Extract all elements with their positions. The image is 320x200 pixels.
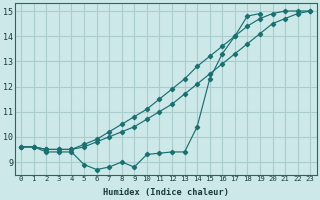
X-axis label: Humidex (Indice chaleur): Humidex (Indice chaleur) [103,188,229,197]
